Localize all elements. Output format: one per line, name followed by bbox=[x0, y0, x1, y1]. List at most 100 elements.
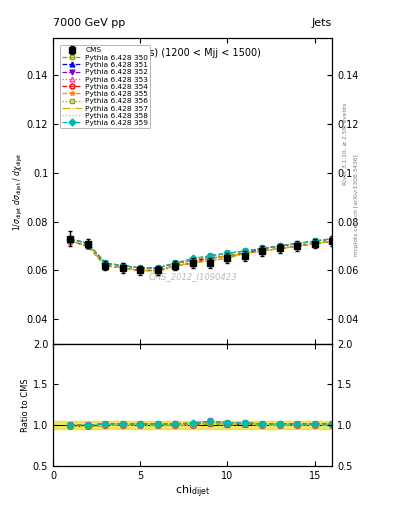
Pythia 6.428 352 bbox=[173, 260, 178, 266]
Pythia 6.428 353 bbox=[242, 250, 247, 257]
Pythia 6.428 352 bbox=[225, 250, 230, 257]
Pythia 6.428 359 bbox=[103, 260, 108, 266]
Pythia 6.428 352 bbox=[68, 236, 73, 242]
Pythia 6.428 350 bbox=[68, 238, 73, 244]
Pythia 6.428 359 bbox=[190, 255, 195, 261]
Pythia 6.428 354 bbox=[242, 250, 247, 257]
Pythia 6.428 354 bbox=[190, 260, 195, 266]
Pythia 6.428 357 bbox=[295, 243, 299, 249]
Pythia 6.428 354 bbox=[225, 253, 230, 259]
Pythia 6.428 355 bbox=[68, 236, 73, 242]
Pythia 6.428 353 bbox=[208, 255, 212, 261]
Pythia 6.428 355 bbox=[312, 238, 317, 244]
Pythia 6.428 359 bbox=[86, 241, 90, 247]
Pythia 6.428 353 bbox=[120, 265, 125, 271]
Bar bbox=[53, 421, 332, 429]
Pythia 6.428 353 bbox=[155, 267, 160, 273]
Pythia 6.428 351 bbox=[242, 250, 247, 257]
Line: Pythia 6.428 351: Pythia 6.428 351 bbox=[68, 237, 334, 270]
Y-axis label: Ratio to CMS: Ratio to CMS bbox=[21, 378, 30, 432]
Pythia 6.428 355 bbox=[295, 241, 299, 247]
Pythia 6.428 358 bbox=[103, 263, 108, 269]
Pythia 6.428 359 bbox=[260, 245, 265, 251]
Pythia 6.428 356 bbox=[68, 238, 73, 244]
Pythia 6.428 358 bbox=[330, 238, 334, 244]
Pythia 6.428 358 bbox=[68, 238, 73, 244]
Line: Pythia 6.428 356: Pythia 6.428 356 bbox=[68, 239, 334, 273]
Pythia 6.428 352 bbox=[208, 253, 212, 259]
Pythia 6.428 354 bbox=[277, 245, 282, 251]
Pythia 6.428 358 bbox=[208, 258, 212, 264]
Pythia 6.428 351 bbox=[120, 263, 125, 269]
Pythia 6.428 357 bbox=[120, 265, 125, 271]
Pythia 6.428 357 bbox=[103, 263, 108, 269]
Line: Pythia 6.428 358: Pythia 6.428 358 bbox=[70, 241, 332, 273]
Pythia 6.428 356 bbox=[242, 250, 247, 257]
Pythia 6.428 350 bbox=[225, 255, 230, 261]
Pythia 6.428 356 bbox=[138, 267, 143, 273]
Pythia 6.428 358 bbox=[295, 243, 299, 249]
Pythia 6.428 355 bbox=[190, 258, 195, 264]
Pythia 6.428 355 bbox=[86, 241, 90, 247]
Pythia 6.428 350 bbox=[277, 245, 282, 251]
Pythia 6.428 350 bbox=[120, 265, 125, 271]
Pythia 6.428 355 bbox=[208, 253, 212, 259]
Pythia 6.428 356 bbox=[312, 241, 317, 247]
Pythia 6.428 351 bbox=[225, 253, 230, 259]
Pythia 6.428 359 bbox=[208, 253, 212, 259]
Pythia 6.428 358 bbox=[242, 250, 247, 257]
Pythia 6.428 359 bbox=[138, 265, 143, 271]
Pythia 6.428 357 bbox=[155, 267, 160, 273]
Pythia 6.428 350 bbox=[103, 263, 108, 269]
Pythia 6.428 354 bbox=[330, 238, 334, 244]
Pythia 6.428 356 bbox=[295, 243, 299, 249]
Pythia 6.428 355 bbox=[138, 265, 143, 271]
Line: Pythia 6.428 354: Pythia 6.428 354 bbox=[68, 239, 334, 273]
Pythia 6.428 359 bbox=[225, 250, 230, 257]
Pythia 6.428 354 bbox=[260, 248, 265, 254]
Pythia 6.428 359 bbox=[173, 260, 178, 266]
Pythia 6.428 353 bbox=[68, 238, 73, 244]
Pythia 6.428 358 bbox=[120, 265, 125, 271]
Line: Pythia 6.428 357: Pythia 6.428 357 bbox=[70, 241, 332, 270]
Pythia 6.428 356 bbox=[208, 255, 212, 261]
Pythia 6.428 359 bbox=[155, 265, 160, 271]
Pythia 6.428 354 bbox=[103, 263, 108, 269]
Pythia 6.428 350 bbox=[138, 267, 143, 273]
Pythia 6.428 356 bbox=[103, 263, 108, 269]
Pythia 6.428 355 bbox=[173, 260, 178, 266]
Pythia 6.428 354 bbox=[138, 267, 143, 273]
Pythia 6.428 353 bbox=[260, 248, 265, 254]
Pythia 6.428 354 bbox=[155, 267, 160, 273]
Pythia 6.428 352 bbox=[330, 236, 334, 242]
Pythia 6.428 354 bbox=[120, 265, 125, 271]
Pythia 6.428 356 bbox=[155, 267, 160, 273]
Pythia 6.428 354 bbox=[68, 238, 73, 244]
Pythia 6.428 357 bbox=[86, 243, 90, 249]
Pythia 6.428 351 bbox=[190, 258, 195, 264]
Pythia 6.428 350 bbox=[155, 267, 160, 273]
Text: χ (jets) (1200 < Mjj < 1500): χ (jets) (1200 < Mjj < 1500) bbox=[124, 48, 261, 57]
Pythia 6.428 359 bbox=[68, 236, 73, 242]
Pythia 6.428 356 bbox=[190, 260, 195, 266]
Pythia 6.428 357 bbox=[330, 238, 334, 244]
Pythia 6.428 351 bbox=[277, 243, 282, 249]
Pythia 6.428 355 bbox=[225, 250, 230, 257]
Legend: CMS, Pythia 6.428 350, Pythia 6.428 351, Pythia 6.428 352, Pythia 6.428 353, Pyt: CMS, Pythia 6.428 350, Pythia 6.428 351,… bbox=[59, 45, 151, 129]
Pythia 6.428 352 bbox=[155, 265, 160, 271]
Text: 7000 GeV pp: 7000 GeV pp bbox=[53, 18, 125, 28]
Text: Jets: Jets bbox=[312, 18, 332, 28]
Pythia 6.428 353 bbox=[277, 245, 282, 251]
Line: Pythia 6.428 350: Pythia 6.428 350 bbox=[68, 239, 334, 273]
Pythia 6.428 350 bbox=[330, 238, 334, 244]
Pythia 6.428 359 bbox=[312, 238, 317, 244]
Pythia 6.428 352 bbox=[138, 265, 143, 271]
Pythia 6.428 355 bbox=[277, 243, 282, 249]
Pythia 6.428 352 bbox=[312, 238, 317, 244]
Pythia 6.428 357 bbox=[260, 248, 265, 254]
Line: Pythia 6.428 353: Pythia 6.428 353 bbox=[68, 239, 334, 273]
Pythia 6.428 357 bbox=[68, 238, 73, 244]
Pythia 6.428 356 bbox=[86, 243, 90, 249]
Pythia 6.428 353 bbox=[86, 243, 90, 249]
Pythia 6.428 352 bbox=[86, 241, 90, 247]
